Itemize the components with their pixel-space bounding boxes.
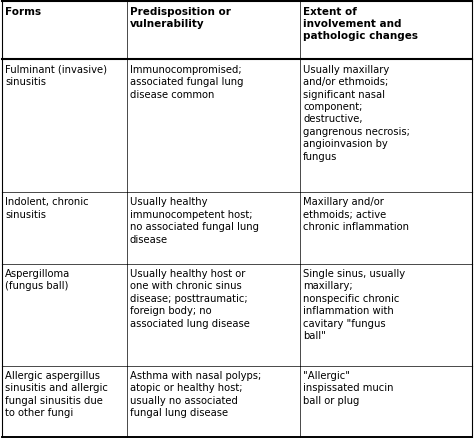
Text: Forms: Forms <box>5 7 41 17</box>
Text: Fulminant (invasive)
sinusitis: Fulminant (invasive) sinusitis <box>5 64 107 87</box>
Bar <box>2 2 472 60</box>
Bar <box>2 264 472 366</box>
Bar <box>2 193 472 264</box>
Text: Aspergilloma
(fungus ball): Aspergilloma (fungus ball) <box>5 268 71 291</box>
Text: Usually healthy host or
one with chronic sinus
disease; posttraumatic;
foreign b: Usually healthy host or one with chronic… <box>129 268 249 328</box>
Text: Allergic aspergillus
sinusitis and allergic
fungal sinusitis due
to other fungi: Allergic aspergillus sinusitis and aller… <box>5 370 108 417</box>
Text: Extent of
involvement and
pathologic changes: Extent of involvement and pathologic cha… <box>303 7 418 41</box>
Text: "Allergic"
inspissated mucin
ball or plug: "Allergic" inspissated mucin ball or plu… <box>303 370 394 405</box>
Text: Predisposition or
vulnerability: Predisposition or vulnerability <box>129 7 230 29</box>
Text: Usually maxillary
and/or ethmoids;
significant nasal
component;
destructive,
gan: Usually maxillary and/or ethmoids; signi… <box>303 64 410 161</box>
Text: Immunocompromised;
associated fungal lung
disease common: Immunocompromised; associated fungal lun… <box>129 64 243 99</box>
Text: Asthma with nasal polyps;
atopic or healthy host;
usually no associated
fungal l: Asthma with nasal polyps; atopic or heal… <box>129 370 261 417</box>
Text: Usually healthy
immunocompetent host;
no associated fungal lung
disease: Usually healthy immunocompetent host; no… <box>129 197 259 244</box>
Text: Indolent, chronic
sinusitis: Indolent, chronic sinusitis <box>5 197 89 219</box>
Text: Maxillary and/or
ethmoids; active
chronic inflammation: Maxillary and/or ethmoids; active chroni… <box>303 197 409 232</box>
Text: Single sinus, usually
maxillary;
nonspecific chronic
inflammation with
cavitary : Single sinus, usually maxillary; nonspec… <box>303 268 405 340</box>
Bar <box>2 60 472 193</box>
Bar <box>2 366 472 437</box>
